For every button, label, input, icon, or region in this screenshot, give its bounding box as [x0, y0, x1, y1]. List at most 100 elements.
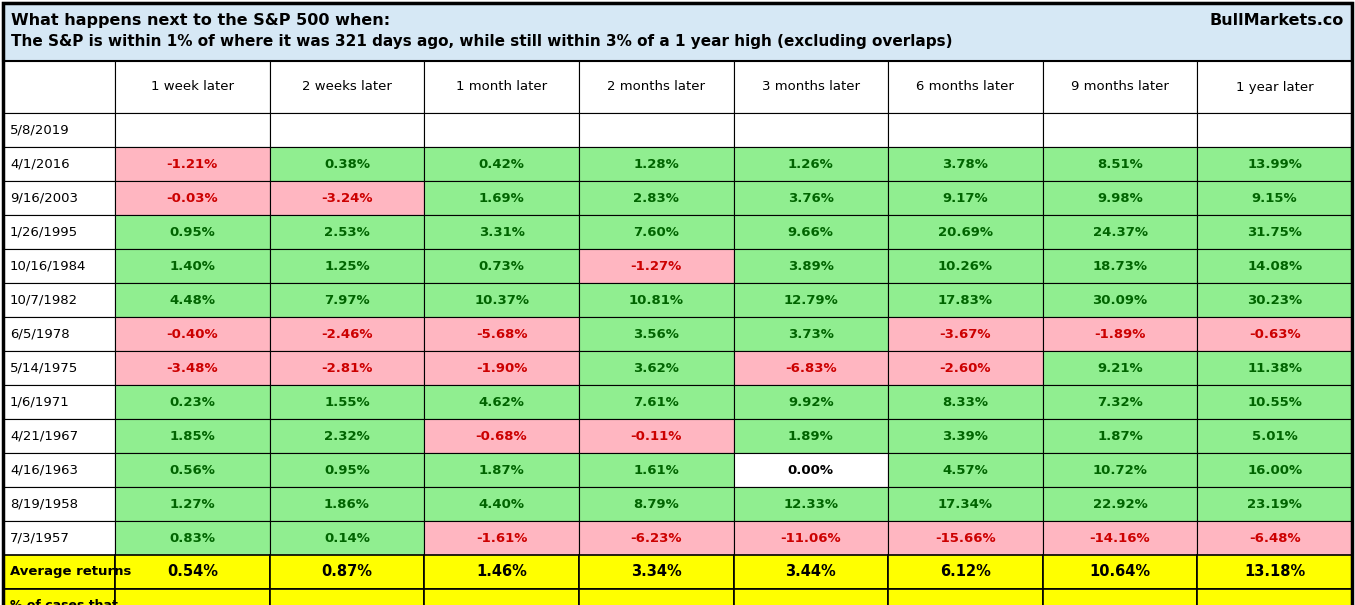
Bar: [270, 61, 424, 113]
Text: 9 months later: 9 months later: [1070, 80, 1169, 94]
Bar: [424, 589, 579, 605]
Bar: [3, 555, 115, 589]
Text: What happens next to the S&P 500 when:: What happens next to the S&P 500 when:: [11, 13, 390, 28]
Bar: [1198, 453, 1352, 487]
Bar: [888, 113, 1043, 147]
Text: 1 year later: 1 year later: [1236, 80, 1313, 94]
Bar: [1043, 113, 1198, 147]
Text: 8/19/1958: 8/19/1958: [9, 497, 79, 511]
Bar: [888, 181, 1043, 215]
Text: 1.86%: 1.86%: [324, 497, 370, 511]
Bar: [424, 181, 579, 215]
Text: 0.54%: 0.54%: [167, 564, 218, 580]
Bar: [1043, 453, 1198, 487]
Bar: [733, 419, 888, 453]
Text: 5/14/1975: 5/14/1975: [9, 362, 79, 374]
Bar: [270, 521, 424, 555]
Bar: [579, 61, 733, 113]
Bar: [1043, 555, 1198, 589]
Bar: [1198, 521, 1352, 555]
Text: -14.16%: -14.16%: [1089, 532, 1150, 544]
Bar: [1198, 487, 1352, 521]
Text: 3.78%: 3.78%: [943, 157, 988, 171]
Bar: [733, 351, 888, 385]
Bar: [3, 181, 115, 215]
Bar: [424, 419, 579, 453]
Text: 0.00%: 0.00%: [787, 463, 833, 477]
Text: 13.18%: 13.18%: [1244, 564, 1305, 580]
Text: 3.73%: 3.73%: [787, 327, 833, 341]
Bar: [1043, 147, 1198, 181]
Text: 9.66%: 9.66%: [787, 226, 833, 238]
Bar: [579, 351, 733, 385]
Text: 0.38%: 0.38%: [324, 157, 370, 171]
Text: 30.09%: 30.09%: [1092, 293, 1148, 307]
Bar: [1043, 521, 1198, 555]
Bar: [733, 61, 888, 113]
Text: 3.62%: 3.62%: [633, 362, 679, 374]
Bar: [3, 113, 115, 147]
Text: 7.32%: 7.32%: [1098, 396, 1142, 408]
Bar: [1043, 385, 1198, 419]
Bar: [733, 487, 888, 521]
Bar: [270, 589, 424, 605]
Text: -11.06%: -11.06%: [780, 532, 841, 544]
Bar: [270, 351, 424, 385]
Text: 10.37%: 10.37%: [474, 293, 528, 307]
Text: 3.89%: 3.89%: [787, 260, 833, 272]
Text: 2.53%: 2.53%: [324, 226, 370, 238]
Text: 4.40%: 4.40%: [478, 497, 524, 511]
Bar: [733, 521, 888, 555]
Bar: [424, 453, 579, 487]
Text: 5.01%: 5.01%: [1252, 430, 1298, 442]
Text: 10/16/1984: 10/16/1984: [9, 260, 87, 272]
Text: 10.26%: 10.26%: [938, 260, 993, 272]
Bar: [270, 487, 424, 521]
Text: 0.73%: 0.73%: [478, 260, 524, 272]
Bar: [1198, 181, 1352, 215]
Text: -0.68%: -0.68%: [476, 430, 527, 442]
Bar: [115, 453, 270, 487]
Bar: [115, 555, 270, 589]
Text: -1.61%: -1.61%: [476, 532, 527, 544]
Bar: [579, 419, 733, 453]
Text: -0.63%: -0.63%: [1249, 327, 1301, 341]
Text: 1.40%: 1.40%: [169, 260, 215, 272]
Bar: [115, 317, 270, 351]
Bar: [270, 283, 424, 317]
Text: 1.89%: 1.89%: [789, 430, 833, 442]
Bar: [888, 419, 1043, 453]
Bar: [3, 317, 115, 351]
Text: 3.56%: 3.56%: [633, 327, 679, 341]
Text: -3.24%: -3.24%: [321, 192, 373, 204]
Text: 2 weeks later: 2 weeks later: [302, 80, 392, 94]
Text: -0.40%: -0.40%: [167, 327, 218, 341]
Text: 6.12%: 6.12%: [940, 564, 991, 580]
Bar: [1043, 351, 1198, 385]
Bar: [579, 521, 733, 555]
Text: 30.23%: 30.23%: [1247, 293, 1302, 307]
Bar: [424, 521, 579, 555]
Text: -1.21%: -1.21%: [167, 157, 218, 171]
Bar: [733, 283, 888, 317]
Bar: [1043, 181, 1198, 215]
Bar: [3, 3, 1352, 61]
Bar: [3, 283, 115, 317]
Text: 22.92%: 22.92%: [1092, 497, 1148, 511]
Text: 4.48%: 4.48%: [169, 293, 215, 307]
Text: 1.26%: 1.26%: [789, 157, 833, 171]
Text: 4/21/1967: 4/21/1967: [9, 430, 79, 442]
Text: 0.95%: 0.95%: [169, 226, 215, 238]
Bar: [424, 61, 579, 113]
Text: 13.99%: 13.99%: [1247, 157, 1302, 171]
Bar: [579, 215, 733, 249]
Bar: [424, 215, 579, 249]
Text: 7/3/1957: 7/3/1957: [9, 532, 70, 544]
Text: 0.87%: 0.87%: [321, 564, 373, 580]
Text: -2.60%: -2.60%: [939, 362, 992, 374]
Text: 9/16/2003: 9/16/2003: [9, 192, 79, 204]
Bar: [1198, 589, 1352, 605]
Bar: [270, 249, 424, 283]
Text: 12.33%: 12.33%: [783, 497, 839, 511]
Text: 10.81%: 10.81%: [629, 293, 684, 307]
